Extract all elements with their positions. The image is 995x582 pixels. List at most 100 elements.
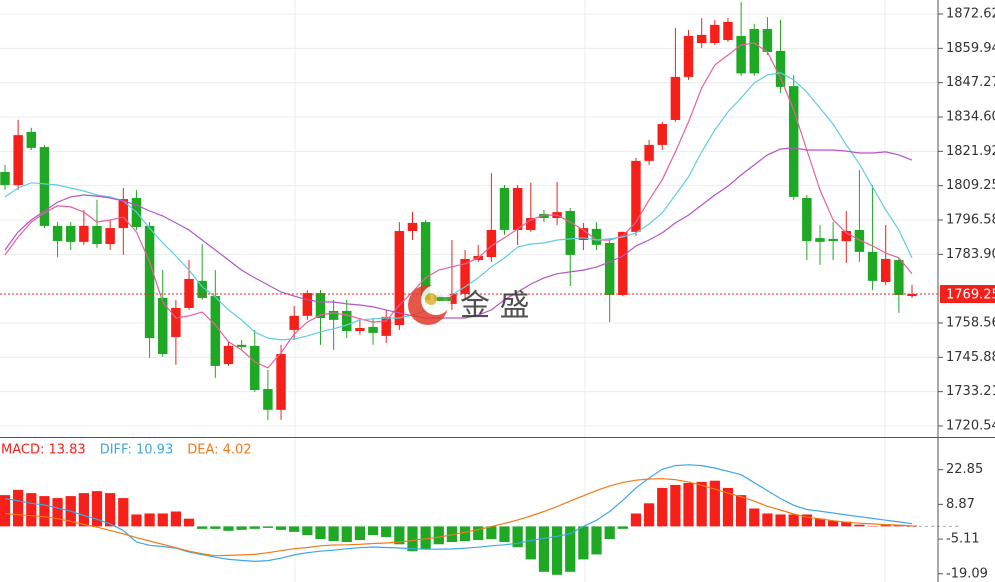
candle-body bbox=[289, 315, 299, 330]
macd-bar bbox=[197, 526, 208, 529]
candle-body bbox=[407, 222, 418, 232]
macd-bar bbox=[105, 493, 116, 527]
y-tick-label: 1783.90 bbox=[946, 247, 995, 262]
macd-bar bbox=[459, 526, 471, 542]
current-price-box bbox=[940, 285, 995, 304]
candle-body bbox=[644, 144, 654, 161]
candle-body bbox=[894, 260, 904, 295]
macd-bar bbox=[367, 526, 379, 536]
macd-bar bbox=[433, 526, 444, 545]
macd-bar bbox=[709, 480, 720, 527]
candle-body bbox=[526, 218, 536, 230]
y-tick-label: 1758.56 bbox=[946, 315, 995, 330]
candle-body bbox=[486, 229, 497, 258]
macd-bar bbox=[223, 526, 234, 531]
line-series bbox=[4, 72, 913, 341]
candle-body bbox=[499, 187, 510, 230]
candle-body bbox=[710, 24, 720, 44]
macd-bar bbox=[328, 526, 339, 542]
macd-bar bbox=[775, 514, 786, 527]
macd-bar bbox=[657, 487, 668, 527]
candle-body bbox=[854, 229, 865, 252]
watermark-text: 金 盛 bbox=[460, 289, 530, 324]
macd-bar bbox=[538, 526, 550, 572]
line-series bbox=[4, 478, 913, 557]
candle-body bbox=[683, 36, 694, 77]
candle-body bbox=[815, 238, 825, 242]
candle-body bbox=[802, 197, 812, 242]
macd-bar bbox=[210, 526, 221, 529]
y-tick-label: 8.87 bbox=[946, 497, 975, 512]
candle-body bbox=[13, 135, 23, 185]
candle-body bbox=[171, 307, 181, 337]
candle-body bbox=[775, 50, 786, 87]
line-series bbox=[4, 147, 913, 319]
macd-bar bbox=[762, 513, 773, 527]
macd-bar bbox=[525, 526, 536, 560]
macd-bar bbox=[854, 524, 865, 527]
macd-bar bbox=[683, 482, 694, 527]
legend-entry: DEA: 4.02 bbox=[187, 443, 251, 458]
candle-body bbox=[657, 124, 667, 145]
macd-bar bbox=[565, 526, 576, 572]
macd-bar bbox=[420, 526, 431, 550]
y-tick-label: 1859.94 bbox=[946, 41, 995, 56]
macd-bar bbox=[0, 495, 11, 527]
candle-body bbox=[604, 242, 615, 295]
candle-body bbox=[276, 354, 286, 410]
macd-bar bbox=[880, 525, 891, 527]
macd-bar bbox=[52, 498, 63, 527]
macd-bar bbox=[118, 498, 129, 527]
candle-body bbox=[565, 210, 575, 255]
macd-bar bbox=[749, 508, 760, 527]
candle-body bbox=[762, 28, 773, 52]
macd-bar bbox=[315, 526, 326, 540]
macd-bar bbox=[394, 526, 405, 545]
y-tick-label: 1872.62 bbox=[946, 7, 995, 22]
candle-body bbox=[618, 231, 628, 295]
candle-body bbox=[355, 328, 365, 332]
macd-bar bbox=[354, 526, 366, 541]
y-tick-label: 1834.60 bbox=[946, 109, 995, 124]
candle-body bbox=[223, 345, 234, 365]
macd-bar bbox=[512, 526, 523, 548]
line-series bbox=[4, 464, 913, 563]
macd-bar bbox=[814, 518, 826, 527]
legend-entry: MACD: 13.83 bbox=[1, 443, 86, 458]
macd-bar bbox=[183, 518, 195, 527]
candle-body bbox=[460, 258, 470, 294]
candle-body bbox=[420, 222, 431, 300]
candle-body bbox=[79, 225, 89, 242]
plot-layer bbox=[0, 1, 958, 575]
macd-bar bbox=[381, 526, 392, 538]
macd-bar bbox=[617, 526, 628, 529]
macd-bar bbox=[13, 489, 24, 527]
macd-bar bbox=[696, 481, 707, 527]
candle-body bbox=[342, 310, 352, 332]
candle-body bbox=[315, 293, 326, 318]
macd-bar bbox=[78, 493, 89, 527]
y-tick-label: 22.85 bbox=[946, 462, 983, 477]
macd-bar bbox=[473, 526, 484, 541]
y-tick-label: 1796.58 bbox=[946, 212, 995, 227]
y-tick-label: 1745.88 bbox=[946, 350, 995, 365]
candle-body bbox=[670, 76, 681, 120]
candle-body bbox=[0, 171, 10, 185]
macd-bar bbox=[893, 525, 904, 527]
macd-bar bbox=[551, 526, 563, 575]
candle-body bbox=[788, 86, 799, 197]
macd-bar bbox=[867, 525, 878, 527]
candle-body bbox=[539, 213, 549, 219]
candle-body bbox=[512, 187, 523, 230]
y-tick-label: 1733.21 bbox=[946, 384, 995, 399]
logo-dot bbox=[425, 293, 437, 305]
current-price-label: 1769.25 bbox=[946, 288, 995, 303]
macd-bar bbox=[157, 513, 168, 527]
candle-body bbox=[105, 228, 115, 245]
candle-body bbox=[52, 225, 63, 242]
line-series bbox=[4, 42, 913, 369]
candle-body bbox=[184, 278, 194, 308]
candle-body bbox=[749, 28, 759, 74]
